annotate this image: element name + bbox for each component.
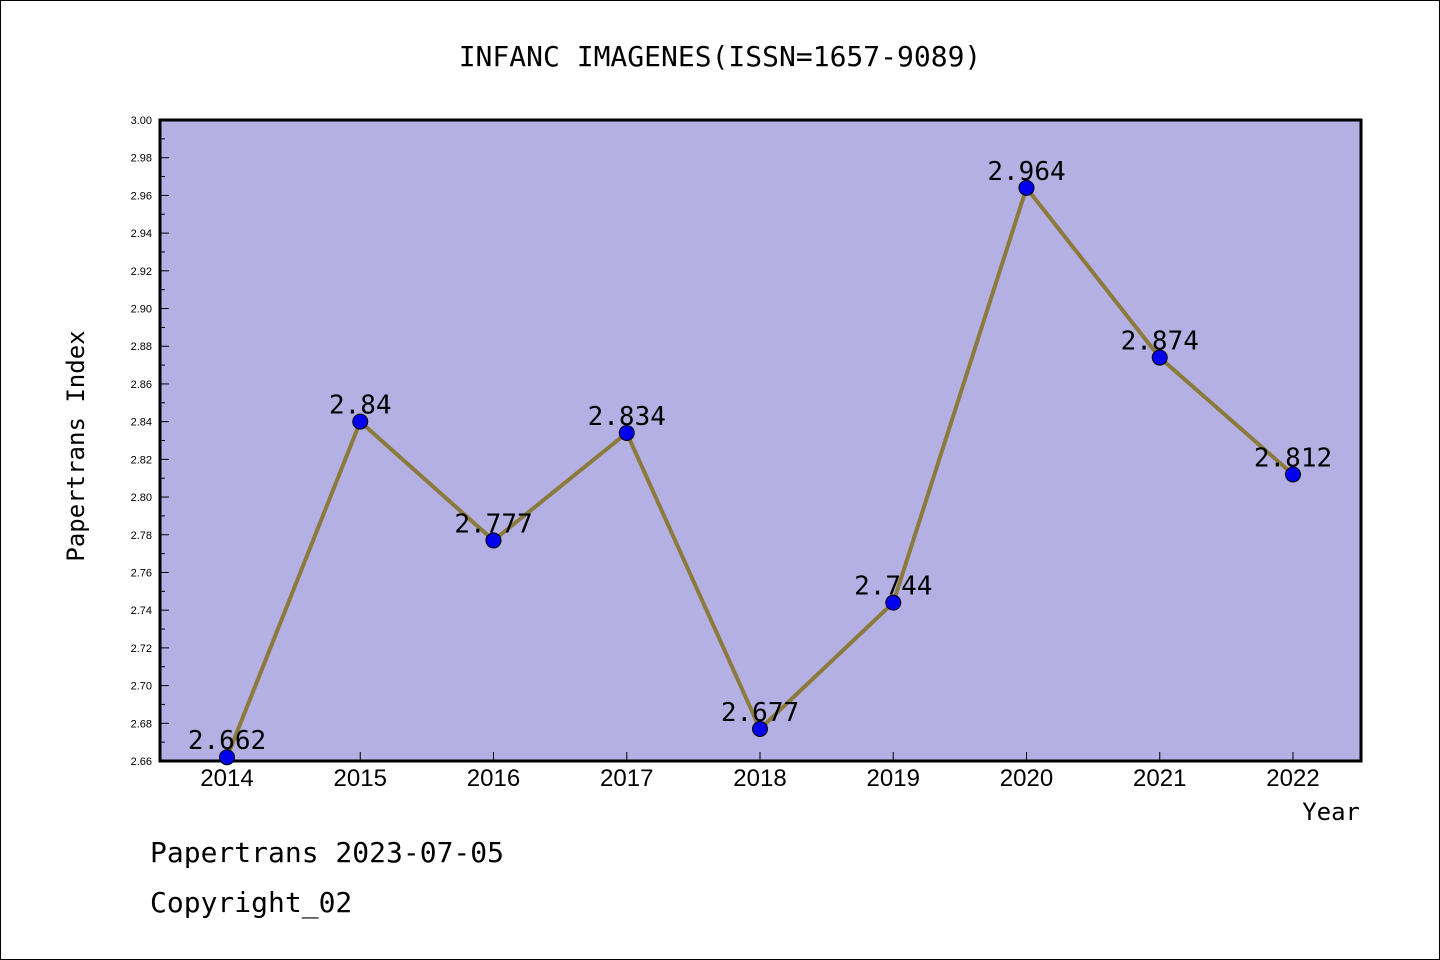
y-tick-label: 2.86 (131, 379, 152, 391)
data-labels: 2.662 2.84 2.777 2.834 2.677 2.744 2.964 2.874 2… (188, 157, 1332, 756)
data-point (1285, 466, 1301, 483)
y-tick-label: 2.76 (131, 567, 152, 579)
y-axis: 2.66 2.68 2.70 2.72 2.74 2.76 2.78 2.80 2.82 2.84… (131, 115, 169, 768)
y-axis-title: Papertrans Index (62, 330, 90, 561)
y-tick-label: 2.70 (131, 681, 152, 693)
x-tick-label: 2016 (467, 765, 520, 792)
plot-area (158, 118, 1363, 763)
footer-date: Papertrans 2023-07-05 (150, 836, 505, 869)
data-label: 2.744 (854, 572, 932, 602)
y-tick-label: 2.78 (131, 530, 152, 542)
x-axis: 2014 2015 2016 2017 2018 2019 2020 2021 2022 (200, 752, 1320, 792)
y-tick-label: 3.00 (131, 115, 152, 127)
x-tick-label: 2015 (334, 765, 387, 792)
data-label: 2.84 (329, 391, 392, 421)
x-tick-label: 2014 (200, 765, 253, 792)
series (219, 179, 1301, 766)
data-point (752, 720, 768, 737)
x-tick-label: 2022 (1266, 765, 1319, 792)
y-tick-label: 2.80 (131, 492, 152, 504)
footer-copyright: Copyright_02 (150, 886, 353, 919)
x-tick-label: 2019 (867, 765, 920, 792)
data-label: 2.662 (188, 726, 266, 756)
data-point (885, 594, 902, 611)
y-tick-label: 2.90 (131, 304, 152, 316)
y-tick-label: 2.92 (131, 266, 152, 278)
y-tick-label: 2.68 (131, 718, 152, 730)
data-label: 2.964 (987, 157, 1065, 187)
x-tick-label: 2017 (600, 765, 653, 792)
y-tick-label: 2.74 (131, 605, 152, 617)
y-tick-label: 2.84 (131, 417, 152, 429)
y-tick-label: 2.82 (131, 454, 152, 466)
y-tick-label: 2.96 (131, 190, 152, 202)
data-label: 2.812 (1254, 443, 1332, 473)
data-point (219, 749, 235, 766)
data-point (618, 424, 635, 441)
data-point (485, 532, 502, 549)
y-tick-label: 2.88 (131, 341, 152, 353)
y-tick-label: 2.72 (131, 643, 152, 655)
x-tick-label: 2020 (1000, 765, 1053, 792)
data-point (1018, 179, 1035, 196)
data-point (1151, 349, 1168, 366)
data-label: 2.777 (454, 509, 532, 539)
y-tick-label: 2.98 (131, 153, 152, 165)
data-point (352, 413, 369, 430)
data-label: 2.834 (588, 402, 666, 432)
x-axis-title: Year (1302, 798, 1360, 826)
x-tick-label: 2021 (1133, 765, 1186, 792)
data-label: 2.677 (721, 698, 799, 728)
x-tick-label: 2018 (733, 765, 786, 792)
y-tick-label: 2.94 (131, 228, 152, 240)
data-label: 2.874 (1121, 327, 1199, 357)
chart-title: INFANC IMAGENES(ISSN=1657-9089) (459, 40, 982, 73)
y-tick-label: 2.66 (131, 756, 152, 768)
